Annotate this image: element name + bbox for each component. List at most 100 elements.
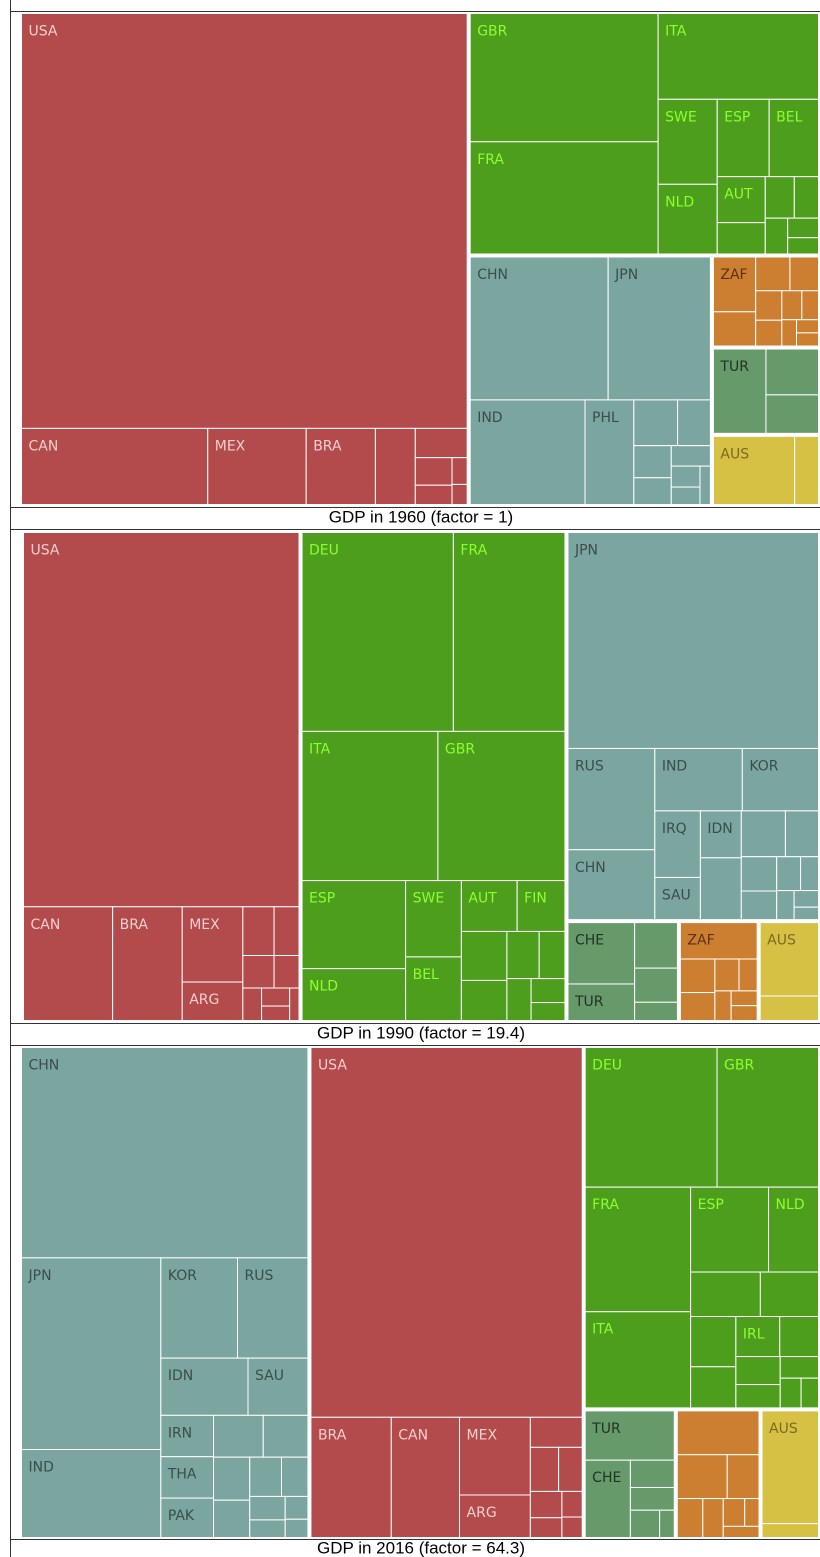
treemap-cell (558, 1446, 583, 1492)
treemap-cell (740, 890, 778, 921)
treemap-cell (633, 399, 679, 447)
treemap-cell (405, 880, 462, 958)
treemap-cell (765, 348, 820, 396)
treemap-cell (712, 256, 757, 313)
treemap-cell (181, 981, 244, 1022)
treemap-cell (530, 978, 566, 1004)
cell-label: GBR (724, 1058, 754, 1074)
cell-label: ITA (665, 24, 687, 40)
cell-label: BRA (318, 1427, 347, 1443)
treemap-cell (761, 1410, 820, 1525)
treemap-cell (469, 13, 659, 143)
treemap-cell (301, 532, 454, 732)
treemap-cell (716, 1047, 819, 1188)
cell-label: CHN (29, 1058, 60, 1074)
treemap-cell (567, 983, 636, 1022)
treemap-cell (730, 1005, 758, 1021)
treemap-cell (764, 176, 795, 219)
treemap-cell (735, 1384, 781, 1409)
treemap-cell (280, 1456, 309, 1497)
cell-label: SAU (662, 887, 691, 903)
treemap-cell (437, 730, 566, 882)
treemap-cell (759, 922, 819, 997)
treemap-cell (567, 922, 636, 985)
cell-label: KOR (749, 758, 778, 774)
treemap-cell (676, 1454, 728, 1500)
cell-label: NLD (665, 194, 694, 210)
treemap-cell (405, 956, 462, 1022)
treemap-cell (759, 995, 819, 1022)
treemap-cell (735, 1356, 781, 1386)
treemap-cell (21, 427, 209, 505)
cell-label: IRQ (662, 821, 687, 837)
treemap-cell (702, 1498, 724, 1539)
cell-label: FRA (477, 152, 504, 168)
treemap-cell (670, 465, 701, 488)
cell-label: KOR (168, 1268, 197, 1284)
cell-label: FRA (592, 1197, 619, 1213)
treemap-cell (759, 1271, 819, 1318)
treemap-cell (414, 427, 468, 459)
cell-label: ARG (467, 1505, 497, 1521)
cell-label: IRL (743, 1327, 765, 1343)
treemap-cell (765, 394, 820, 434)
treemap-cell (699, 857, 742, 921)
treemap-cell (793, 890, 819, 908)
treemap-cell (242, 987, 263, 1021)
cell-label: GBR (477, 24, 507, 40)
treemap-cell (249, 1495, 286, 1521)
cell-label: AUS (769, 1421, 798, 1437)
cell-label: AUS (720, 446, 749, 462)
treemap-cell (451, 457, 468, 485)
treemap-cell (781, 290, 803, 321)
cell-label: RUS (575, 758, 604, 774)
treemap-cell (633, 477, 672, 505)
treemap-cell (722, 1525, 760, 1539)
treemap-cell (730, 990, 758, 1007)
treemap-cell (761, 1523, 820, 1538)
treemap-cell (740, 810, 786, 858)
treemap-cell (414, 457, 453, 486)
cell-label: MEX (189, 917, 220, 933)
treemap-cell (23, 532, 300, 908)
treemap-cell (469, 399, 586, 505)
treemap-cell (634, 922, 678, 969)
treemap-cell (679, 958, 716, 994)
treemap-cell (690, 1271, 761, 1318)
treemap-cell (160, 1456, 215, 1499)
cell-label: SAU (255, 1368, 284, 1384)
treemap-cell (213, 1499, 251, 1539)
treemap-cell (741, 747, 819, 812)
treemap-cell (567, 747, 656, 851)
cell-label: GBR (445, 741, 475, 757)
treemap-cell (716, 176, 766, 224)
treemap-cell (768, 1186, 820, 1273)
cell-label: USA (318, 1058, 347, 1074)
treemap-cell (670, 486, 701, 505)
cell-label: TUR (574, 994, 604, 1010)
chart-caption: GDP in 1990 (factor = 19.4) (317, 1023, 525, 1042)
treemap-cell (584, 1186, 692, 1313)
treemap-cell (676, 1410, 760, 1456)
treemap-cell (414, 484, 453, 506)
treemap-cell (787, 237, 820, 255)
cell-label: ESP (724, 109, 750, 125)
treemap-cell (714, 990, 732, 1022)
cell-label: ESP (309, 891, 335, 907)
cell-label: USA (29, 24, 58, 40)
cell-label: TUR (719, 359, 749, 375)
cell-label: CAN (29, 438, 59, 454)
cell-label: CAN (31, 917, 61, 933)
cell-label: NLD (309, 979, 338, 995)
treemap-cell (460, 880, 518, 932)
treemap-cell (261, 987, 291, 1007)
treemap-cell (679, 992, 716, 1021)
cell-label: JPN (28, 1268, 52, 1284)
treemap-cell (567, 532, 819, 749)
treemap-cell (676, 1498, 704, 1539)
treemap-cell (633, 445, 672, 479)
treemap-cell (690, 1366, 737, 1409)
cell-label: BRA (120, 917, 149, 933)
cell-label: SWE (413, 891, 445, 907)
